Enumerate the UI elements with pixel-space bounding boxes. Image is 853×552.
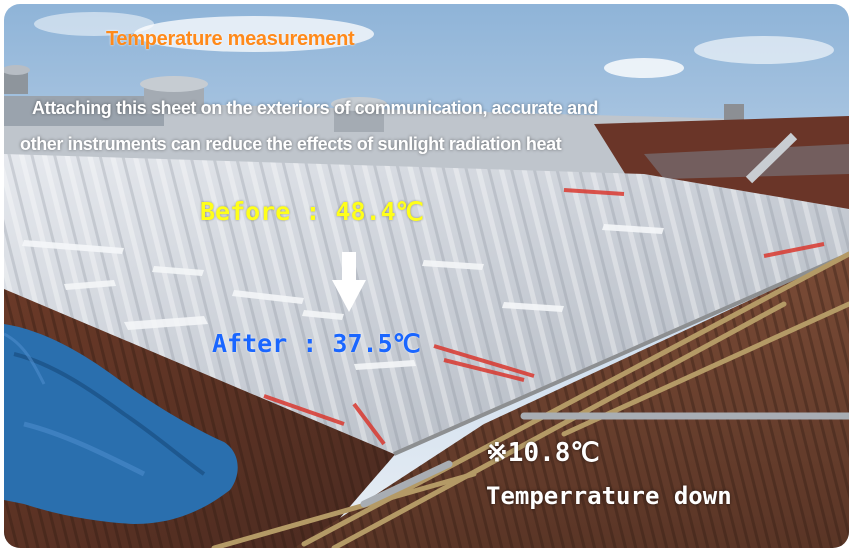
temperature-difference: ※10.8℃ [486,438,600,468]
title: Temperature measurement [106,28,355,50]
description-line-2: other instruments can reduce the effects… [20,134,562,154]
roof-photo [4,4,849,548]
after-temperature: After : 37.5℃ [212,329,421,358]
down-arrow-icon [332,252,366,312]
description: Attaching this sheet on the exteriors of… [20,90,840,162]
description-line-1: Attaching this sheet on the exteriors of… [32,98,598,118]
photo-frame: Temperature measurement Attaching this s… [4,4,849,548]
before-temperature: Before : 48.4℃ [200,197,424,226]
temperature-difference-label: Temperrature down [486,482,732,510]
